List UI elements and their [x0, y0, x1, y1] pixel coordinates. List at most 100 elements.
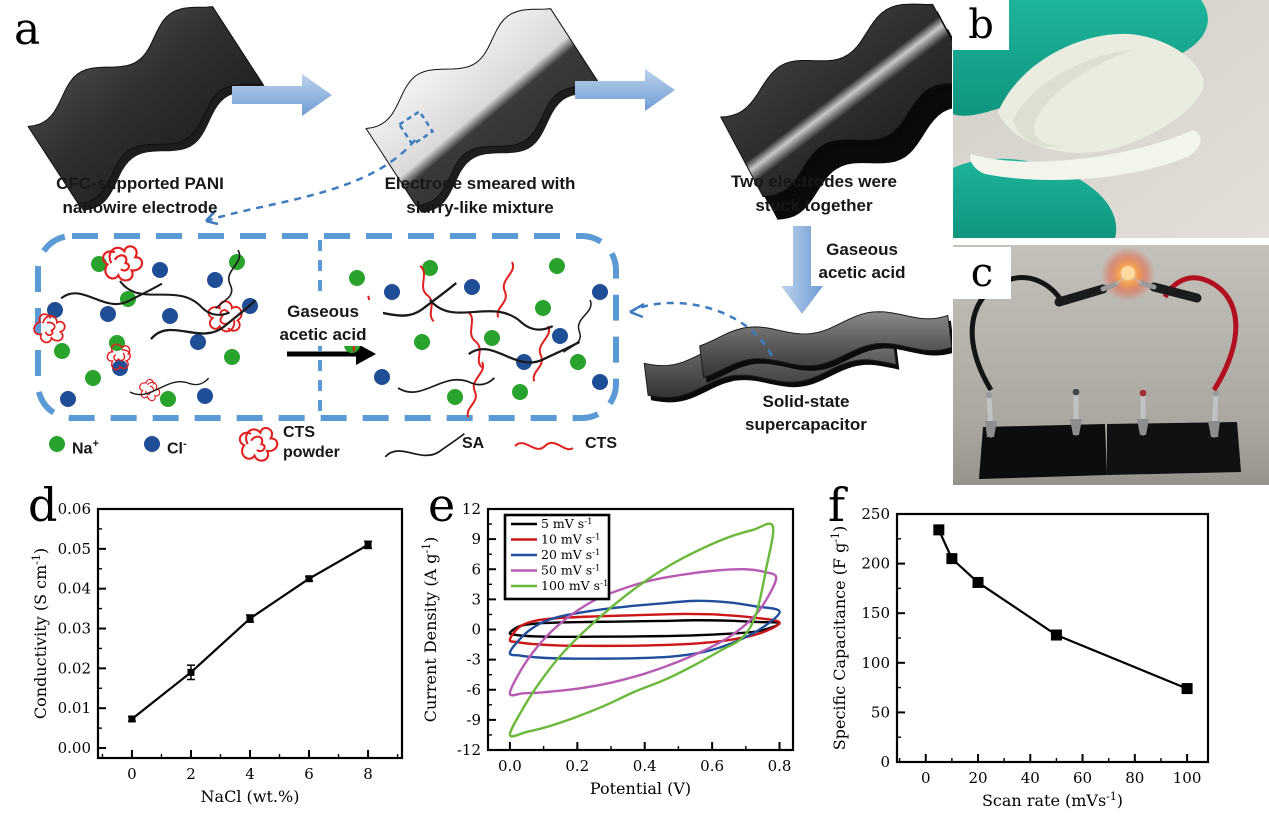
y-tick-label: -12	[457, 741, 481, 759]
caption-step2: Electrode smeared with slurry-like mixtu…	[370, 172, 590, 220]
membrane-shade	[1013, 50, 1133, 147]
y-tick-label: 6	[471, 560, 481, 578]
legend-sa-line	[384, 432, 465, 458]
y-tick-label: 200	[861, 555, 890, 573]
caption-gaseous-right: Gaseous acetic acid	[812, 238, 912, 284]
panel-c-letter: c	[953, 247, 1011, 299]
leader-arrowhead	[205, 209, 219, 226]
x-tick-label: 100	[1173, 769, 1202, 787]
chart-e: 0.0 0.2 0.4 0.6 0.8 -12 -9 -6 -3 0 3 6 9 12 Potential …	[420, 500, 795, 798]
y-tick-label: 0	[880, 753, 890, 771]
panel-e-letter: e	[428, 478, 456, 532]
process-arrow-down	[781, 226, 823, 314]
data-series	[127, 540, 373, 723]
legend-entry: 5 mV s-1	[541, 516, 592, 531]
axis-label: Current Density (A g-1)	[420, 537, 440, 723]
electrode-stuck	[720, 3, 952, 204]
chart-d: 0 2 4 6 8 0.00 0.01 0.02 0.03 0.04 0.05 0.06 NaCl (w…	[30, 500, 404, 806]
cl-ion	[190, 334, 206, 350]
na-ion	[549, 258, 565, 274]
device-strip-left	[979, 424, 1107, 479]
axis-label: Conductivity (S cm-1)	[30, 548, 50, 719]
data-point	[246, 615, 254, 623]
legend-label-na: Na+	[72, 438, 99, 458]
y-tick-label: 250	[861, 505, 890, 523]
legend-label-cts: CTS	[585, 435, 617, 452]
cts-chain	[496, 261, 515, 318]
photo-membrane	[953, 0, 1269, 238]
alligator-clip-standing	[1070, 387, 1082, 436]
na-ion	[349, 270, 365, 286]
data-series	[933, 524, 1193, 695]
axis-label: Potential (V)	[590, 779, 691, 798]
x-tick-label: 0.0	[498, 757, 522, 775]
legend-label-cl: Cl-	[167, 438, 187, 458]
na-ion	[447, 389, 463, 405]
na-ion	[414, 334, 430, 350]
cts-powder-icon	[102, 245, 144, 282]
legend-na-dot	[49, 436, 65, 452]
alligator-clip-standing	[1137, 388, 1149, 436]
alligator-clip-top-right	[1138, 280, 1202, 303]
alligator-clip-standing	[985, 390, 997, 438]
solid-state-supercapacitor	[643, 311, 952, 403]
x-tick-label: 0.2	[565, 757, 589, 775]
legend-entry: 10 mV s-1	[541, 532, 600, 547]
photo-device-led	[953, 245, 1269, 485]
y-tick-label: -6	[466, 681, 481, 699]
panel-f-letter: f	[828, 478, 846, 532]
caption-step1: CFC-supported PANI nanowire electrode	[30, 172, 250, 220]
leader-arrowhead	[629, 302, 645, 319]
cl-ion	[592, 284, 608, 300]
caption-step3: Two electrodes were stuck together	[704, 170, 924, 218]
device-strip-right	[1107, 422, 1241, 475]
y-tick-label: 0.01	[58, 699, 91, 717]
data-point	[187, 668, 195, 676]
legend-entry: 50 mV s-1	[541, 563, 600, 578]
capacitance-chart: 0 20 40 60 80 100 0 50 100 150 200 250 Scan rate (mV…	[829, 505, 1210, 810]
legend-label-cts-powder: CTS powder	[283, 424, 340, 461]
x-tick-label: 4	[245, 765, 255, 783]
sa-chain	[215, 249, 241, 309]
conductivity-chart: 0 2 4 6 8 0.00 0.01 0.02 0.03 0.04 0.05 0.06 NaCl (w…	[30, 500, 404, 806]
panel-a-schematic	[27, 3, 952, 462]
data-point	[933, 524, 945, 536]
membrane-face	[998, 33, 1204, 153]
y-tick-label: 150	[861, 604, 890, 622]
axes	[897, 513, 1189, 763]
na-ion	[422, 260, 438, 276]
cl-ion	[162, 308, 178, 324]
cts-powder-icon	[106, 343, 131, 371]
caption-gaseous-right-line1: Gaseous	[826, 240, 898, 259]
leader-curve-to-box	[205, 139, 416, 223]
x-tick-label: 0.4	[633, 757, 657, 775]
legend-entry: 100 mV s-1	[541, 578, 608, 593]
y-tick-label: 0.05	[58, 540, 91, 558]
axis-label: NaCl (wt.%)	[201, 787, 300, 806]
na-ion	[160, 391, 176, 407]
caption-step3-line2: stuck together	[755, 196, 873, 215]
x-tick-label: 40	[1021, 769, 1040, 787]
y-tick-label: 0.02	[58, 659, 91, 677]
y-tick-label: 3	[471, 590, 481, 608]
legend-cts-line	[514, 441, 574, 451]
zoom-region-square	[397, 109, 435, 147]
data-point	[364, 541, 372, 549]
cl-ion	[374, 369, 390, 385]
y-tick-label: -3	[466, 651, 481, 669]
y-tick-label: -9	[466, 711, 481, 729]
caption-gaseous-box-line1: Gaseous	[287, 302, 359, 321]
cl-ion	[152, 262, 168, 278]
cl-ion	[592, 374, 608, 390]
sa-chain	[129, 377, 210, 396]
na-ion	[484, 330, 500, 346]
led-bulb	[1121, 266, 1135, 280]
cts-chain	[532, 325, 551, 382]
caption-step1-line2: nanowire electrode	[62, 198, 218, 217]
caption-supercap: Solid-state supercapacitor	[696, 390, 916, 436]
electrode-pani	[27, 6, 268, 211]
x-tick-label: 0.6	[700, 757, 724, 775]
y-tick-label: 0.03	[58, 620, 91, 638]
